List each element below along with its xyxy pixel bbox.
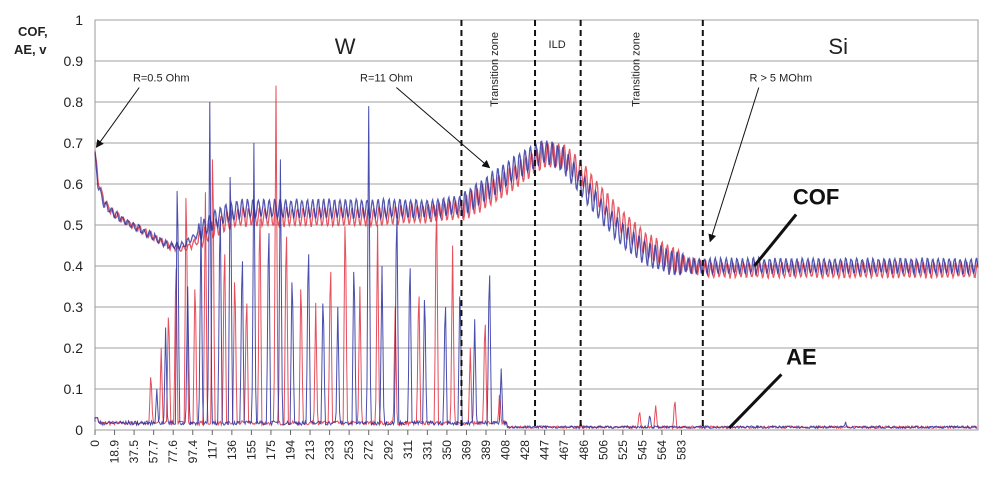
x-tick-label: 408	[499, 440, 513, 460]
y-tick-label: 0.8	[64, 94, 84, 110]
x-tick-label: 175	[264, 440, 278, 460]
x-tick-label: 194	[284, 440, 298, 460]
x-tick-label: 447	[538, 440, 552, 460]
region-label: Si	[828, 34, 848, 59]
y-tick-label: 0	[75, 422, 83, 438]
x-tick-label: 292	[381, 440, 395, 460]
annotation-arrow	[396, 87, 491, 169]
x-tick-label: 213	[303, 440, 317, 460]
x-tick-label: 467	[557, 440, 571, 460]
region-label: ILD	[549, 39, 566, 51]
x-tick-label: 117	[205, 440, 219, 459]
x-tick-label: 311	[401, 440, 415, 459]
region-label: Transition zone	[631, 32, 643, 107]
x-tick-label: 0	[88, 440, 102, 447]
y-tick-label: 0.3	[64, 299, 84, 315]
region-label: Transition zone	[489, 32, 501, 107]
x-tick-label: 18.9	[108, 440, 122, 464]
x-tick-label: 525	[616, 440, 630, 460]
y-tick-label: 0.1	[64, 381, 84, 397]
x-tick-label: 97.4	[186, 440, 200, 464]
annotation-ae: AE	[786, 344, 817, 369]
y-tick-label: 1	[75, 12, 83, 28]
y-tick-label: 0.4	[64, 258, 84, 274]
x-tick-label: 389	[479, 440, 493, 460]
grid	[94, 19, 979, 431]
x-tick-label: 136	[225, 440, 239, 460]
x-tick-label: 350	[440, 440, 454, 460]
annotation-r-5-mohm: R > 5 MOhm	[749, 73, 812, 85]
region-label: W	[335, 34, 356, 59]
labels: COF, AE, v W Transition zone ILD Transition z…	[14, 24, 848, 429]
axes: 0 0.1 0.2 0.3 0.4 0.5 0.6 0.7 0.8 0.9 1 0 18.9 37.5 57…	[64, 12, 689, 463]
x-tick-label: 57.7	[147, 440, 161, 464]
annotation-cof: COF	[793, 185, 839, 210]
x-tick-label: 428	[518, 440, 532, 460]
x-tick-label: 253	[342, 440, 356, 460]
annotation-r-0-5-ohm: R=0.5 Ohm	[133, 73, 190, 85]
y-tick-label: 0.2	[64, 340, 84, 356]
annotation-arrow	[95, 87, 140, 148]
annotation-arrow	[753, 213, 798, 267]
plot-series	[94, 85, 979, 431]
x-tick-label: 545	[635, 440, 649, 460]
ae-trace	[94, 101, 978, 430]
x-tick-label: 369	[459, 440, 473, 460]
x-tick-label: 331	[420, 440, 434, 460]
y-tick-label: 0.6	[64, 176, 84, 192]
x-tick-label: 564	[655, 440, 669, 460]
cof-trace	[94, 140, 979, 277]
y-axis-title-line2: AE, v	[14, 42, 47, 57]
annotation-arrow	[728, 373, 783, 429]
y-axis-title-line1: COF,	[18, 24, 48, 39]
x-tick-label: 486	[577, 440, 591, 460]
series-blue	[94, 101, 979, 430]
x-tick-label: 272	[362, 440, 376, 460]
zone-boundaries	[460, 20, 704, 430]
annotation-arrow	[708, 87, 760, 243]
y-tick-label: 0.5	[64, 217, 84, 233]
x-tick-label: 506	[596, 440, 610, 460]
x-tick-label: 77.6	[166, 440, 180, 464]
x-tick-label: 583	[675, 440, 689, 460]
x-tick-label: 233	[323, 440, 337, 460]
y-tick-label: 0.9	[64, 53, 84, 69]
y-tick-label: 0.7	[64, 135, 84, 151]
annotation-r-11-ohm: R=11 Ohm	[360, 73, 413, 85]
x-tick-label: 155	[244, 440, 258, 460]
x-tick-label: 37.5	[127, 440, 141, 464]
